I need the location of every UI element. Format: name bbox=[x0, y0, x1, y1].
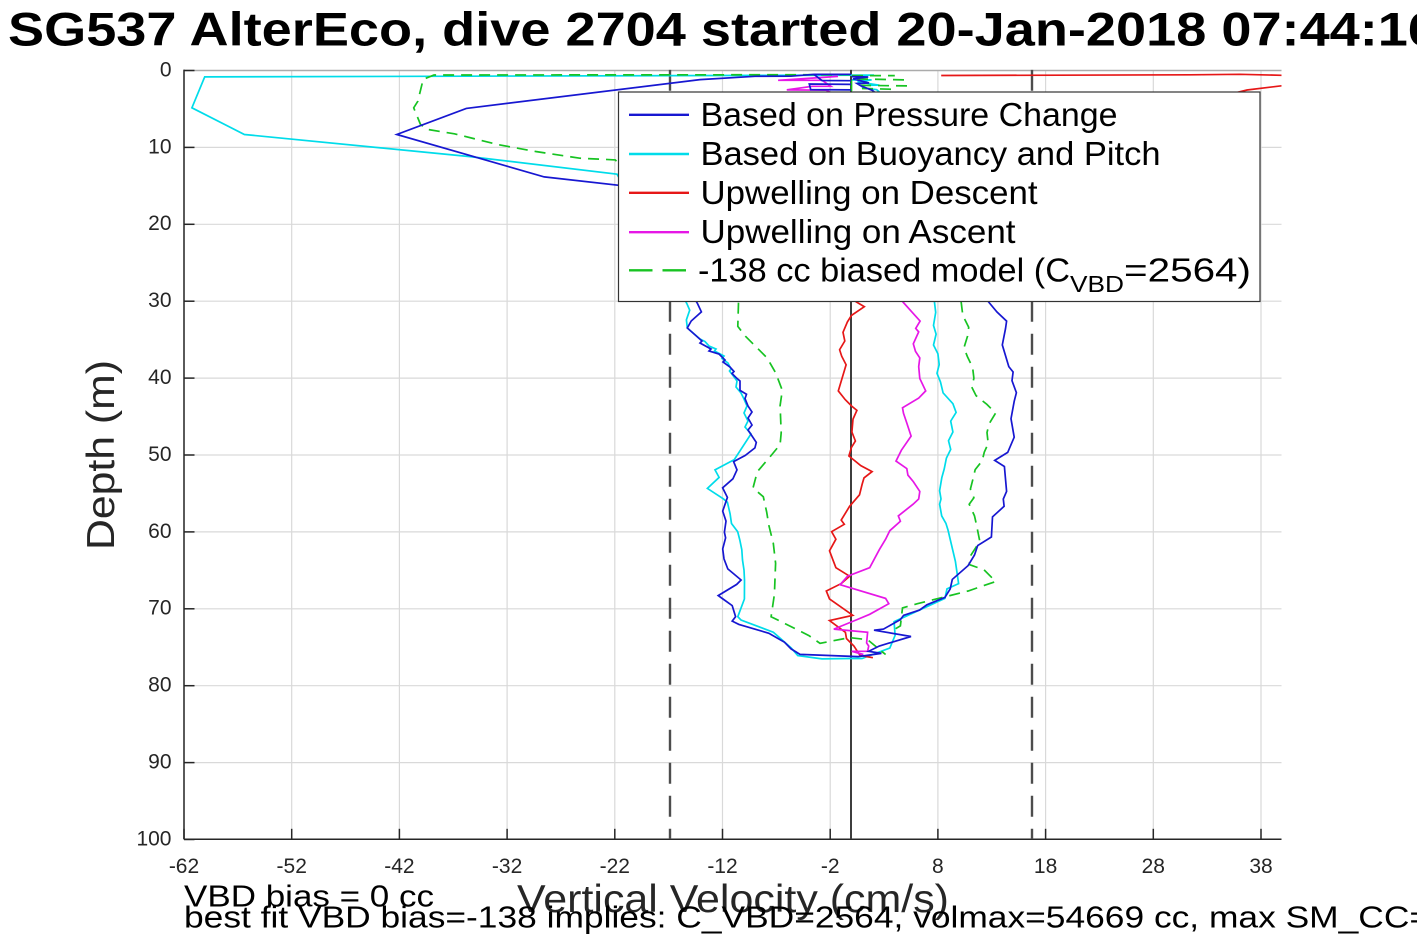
svg-text:Based on Pressure Change: Based on Pressure Change bbox=[701, 96, 1118, 133]
svg-text:18: 18 bbox=[1034, 855, 1057, 878]
svg-text:-2: -2 bbox=[821, 855, 840, 878]
svg-text:40: 40 bbox=[148, 366, 171, 389]
svg-text:38: 38 bbox=[1249, 855, 1272, 878]
svg-text:80: 80 bbox=[148, 674, 171, 697]
svg-text:90: 90 bbox=[148, 751, 171, 774]
svg-text:10: 10 bbox=[148, 135, 171, 158]
svg-text:-62: -62 bbox=[169, 855, 199, 878]
svg-text:-52: -52 bbox=[277, 855, 307, 878]
svg-text:60: 60 bbox=[148, 520, 171, 543]
svg-text:SG537 AlterEco, dive 2704 star: SG537 AlterEco, dive 2704 started 20-Jan… bbox=[8, 3, 1417, 56]
svg-text:-32: -32 bbox=[492, 855, 522, 878]
svg-text:-138 cc biased model (C: -138 cc biased model (C bbox=[698, 251, 1070, 288]
svg-text:30: 30 bbox=[148, 289, 171, 312]
svg-text:best fit VBD bias=-138 implies: best fit VBD bias=-138 implies: C_VBD=25… bbox=[184, 899, 1417, 934]
svg-text:Upwelling on Descent: Upwelling on Descent bbox=[701, 174, 1038, 211]
svg-text:-22: -22 bbox=[600, 855, 630, 878]
svg-text:8: 8 bbox=[932, 855, 944, 878]
svg-text:Upwelling on Ascent: Upwelling on Ascent bbox=[701, 213, 1016, 250]
svg-text:100: 100 bbox=[136, 827, 171, 850]
svg-text:50: 50 bbox=[148, 443, 171, 466]
svg-text:-42: -42 bbox=[384, 855, 414, 878]
svg-text:20: 20 bbox=[148, 212, 171, 235]
svg-text:Vertical Velocity (cm/s): Vertical Velocity (cm/s) bbox=[517, 878, 949, 921]
svg-text:0: 0 bbox=[160, 58, 172, 81]
svg-text:VBD: VBD bbox=[1070, 271, 1124, 297]
svg-text:Depth (m): Depth (m) bbox=[80, 360, 123, 550]
svg-text:28: 28 bbox=[1142, 855, 1165, 878]
svg-text:70: 70 bbox=[148, 597, 171, 620]
svg-text:VBD bias = 0 cc: VBD bias = 0 cc bbox=[184, 878, 434, 913]
svg-text:=2564): =2564) bbox=[1124, 251, 1251, 288]
svg-text:-12: -12 bbox=[707, 855, 737, 878]
svg-text:Based on Buoyancy and Pitch: Based on Buoyancy and Pitch bbox=[701, 135, 1161, 172]
